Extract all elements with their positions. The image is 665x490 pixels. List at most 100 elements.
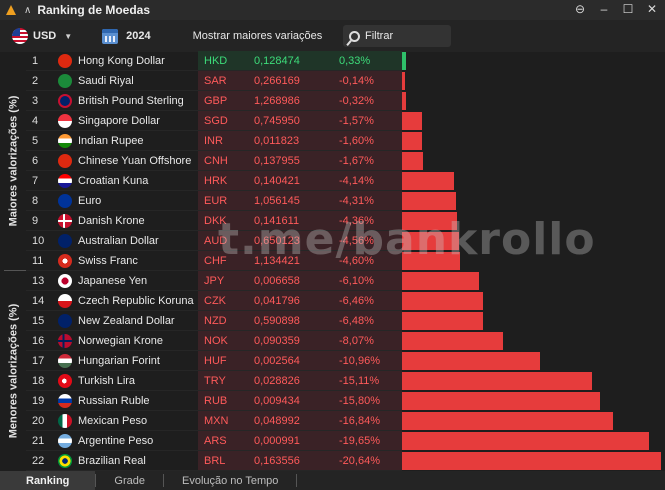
value-cells-bg — [198, 191, 402, 210]
tab-grade[interactable]: Grade — [114, 474, 145, 487]
rank-number: 20 — [32, 415, 45, 427]
rank-number: 22 — [32, 455, 45, 467]
tab-ranking[interactable]: Ranking — [0, 471, 96, 490]
cz-flag-icon — [58, 294, 72, 308]
variation-value: -0,32% — [339, 95, 374, 107]
value-cells-bg — [198, 431, 402, 450]
currency-name: Norwegian Krone — [78, 335, 163, 347]
value-cells-bg — [198, 311, 402, 330]
row-separator — [26, 90, 402, 91]
rank-number: 4 — [32, 115, 39, 127]
show-variations-button[interactable]: Mostrar maiores variações — [193, 25, 323, 47]
table-row[interactable]: 1 Hong Kong Dollar HKD 0,128474 0,33% — [26, 51, 665, 71]
variation-bar — [402, 372, 592, 390]
table-row[interactable]: 22 Brazilian Real BRL 0,163556 -20,64% — [26, 451, 665, 471]
in-flag-icon — [58, 134, 72, 148]
currency-name: Swiss Franc — [78, 255, 138, 267]
table-row[interactable]: 14 Czech Republic Koruna CZK 0,041796 -6,46% — [26, 291, 665, 311]
table-row[interactable]: 18 Turkish Lira TRY 0,028826 -15,11% — [26, 371, 665, 391]
rank-number: 2 — [32, 75, 39, 87]
more-options-icon[interactable]: ⊖ — [574, 2, 586, 16]
currency-code: INR — [204, 135, 223, 147]
row-separator — [26, 150, 402, 151]
table-row[interactable]: 20 Mexican Peso MXN 0,048992 -16,84% — [26, 411, 665, 431]
currency-select[interactable]: USD ▼ — [12, 25, 72, 47]
br-flag-icon — [58, 454, 72, 468]
close-icon[interactable]: ✕ — [646, 2, 658, 16]
rank-number: 15 — [32, 315, 45, 327]
rank-number: 5 — [32, 135, 39, 147]
variation-bar — [402, 92, 406, 110]
currency-code: BRL — [204, 455, 226, 467]
currency-price: 1,268986 — [254, 95, 300, 107]
variation-bar — [402, 292, 484, 310]
rank-number: 14 — [32, 295, 45, 307]
table-row[interactable]: 21 Argentine Peso ARS 0,000991 -19,65% — [26, 431, 665, 451]
value-cells-bg — [198, 131, 402, 150]
table-row[interactable]: 17 Hungarian Forint HUF 0,002564 -10,96% — [26, 351, 665, 371]
currency-code: RUB — [204, 395, 228, 407]
currency-code: EUR — [204, 195, 228, 207]
table-row[interactable]: 16 Norwegian Krone NOK 0,090359 -8,07% — [26, 331, 665, 351]
currency-name: British Pound Sterling — [78, 95, 184, 107]
table-row[interactable]: 10 Australian Dollar AUD 0,650123 -4,56% — [26, 231, 665, 251]
row-separator — [26, 310, 402, 311]
variation-bar — [402, 212, 457, 230]
currency-name: Singapore Dollar — [78, 115, 160, 127]
table-row[interactable]: 11 Swiss Franc CHF 1,134421 -4,60% — [26, 251, 665, 271]
rank-number: 21 — [32, 435, 45, 447]
table-row[interactable]: 15 New Zealand Dollar NZD 0,590898 -6,48% — [26, 311, 665, 331]
tab-evolucao[interactable]: Evolução no Tempo — [181, 474, 279, 487]
filter-input[interactable]: Filtrar — [343, 25, 451, 47]
variation-value: -6,48% — [339, 315, 374, 327]
table-row[interactable]: 19 Russian Ruble RUB 0,009434 -15,80% — [26, 391, 665, 411]
rank-number: 1 — [32, 55, 39, 67]
table-row[interactable]: 2 Saudi Riyal SAR 0,266169 -0,14% — [26, 71, 665, 91]
currency-price: 0,745950 — [254, 115, 300, 127]
au-flag-icon — [58, 234, 72, 248]
jp-flag-icon — [58, 274, 72, 288]
variation-value: -4,56% — [339, 235, 374, 247]
table-row[interactable]: 5 Indian Rupee INR 0,011823 -1,60% — [26, 131, 665, 151]
value-cells-bg — [198, 51, 402, 70]
tab-separator — [95, 474, 97, 487]
table-row[interactable]: 13 Japanese Yen JPY 0,006658 -6,10% — [26, 271, 665, 291]
window-title: Ranking de Moedas — [37, 3, 151, 17]
variation-value: -1,67% — [339, 155, 374, 167]
variation-bar — [402, 392, 601, 410]
table-row[interactable]: 4 Singapore Dollar SGD 0,745950 -1,57% — [26, 111, 665, 131]
bottom-tabs: Ranking Grade Evolução no Tempo — [0, 471, 665, 490]
row-separator — [26, 230, 402, 231]
minimize-icon[interactable]: – — [600, 2, 608, 16]
maximize-icon[interactable]: ☐ — [622, 2, 634, 16]
us-flag-icon — [12, 28, 28, 44]
currency-code: HKD — [204, 55, 228, 67]
value-cells-bg — [198, 71, 402, 90]
tab-separator — [162, 474, 164, 487]
row-separator — [26, 70, 402, 71]
variation-bar — [402, 192, 457, 210]
dk-flag-icon — [58, 214, 72, 228]
currency-price: 0,137955 — [254, 155, 300, 167]
year-picker[interactable]: 2024 — [102, 25, 151, 47]
value-cells-bg — [198, 91, 402, 110]
currency-price: 0,009434 — [254, 395, 300, 407]
variation-value: -4,60% — [339, 255, 374, 267]
ru-flag-icon — [58, 394, 72, 408]
rank-number: 7 — [32, 175, 39, 187]
currency-price: 1,134421 — [254, 255, 300, 267]
currency-name: Russian Ruble — [78, 395, 150, 407]
table-row[interactable]: 8 Euro EUR 1,056145 -4,31% — [26, 191, 665, 211]
table-row[interactable]: 7 Croatian Kuna HRK 0,140421 -4,14% — [26, 171, 665, 191]
row-separator — [26, 430, 402, 431]
table-row[interactable]: 9 Danish Krone DKK 0,141611 -4,36% — [26, 211, 665, 231]
currency-name: Euro — [78, 195, 102, 207]
currency-name: Mexican Peso — [78, 415, 148, 427]
collapse-icon[interactable]: ∧ — [24, 4, 32, 16]
table-row[interactable]: 6 Chinese Yuan Offshore CNH 0,137955 -1,67% — [26, 151, 665, 171]
row-separator — [26, 190, 402, 191]
currency-name: Australian Dollar — [78, 235, 159, 247]
row-separator — [26, 290, 402, 291]
table-row[interactable]: 3 British Pound Sterling GBP 1,268986 -0,32% — [26, 91, 665, 111]
top-section-label: Maiores valorizações (%) — [0, 51, 26, 271]
